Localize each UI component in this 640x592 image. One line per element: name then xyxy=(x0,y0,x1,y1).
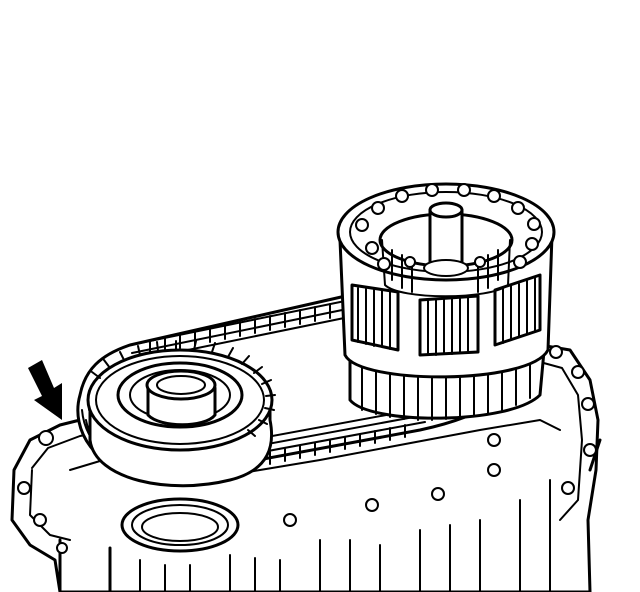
drum-windows xyxy=(350,273,542,357)
sprocket-teeth xyxy=(91,340,276,437)
arrow-indicator xyxy=(28,360,62,420)
drum-splines-lower xyxy=(361,352,531,421)
front-output-bore xyxy=(120,497,240,553)
front-output-sprocket xyxy=(86,340,276,488)
flange-bolt-holes xyxy=(17,345,597,554)
drum-face-holes xyxy=(355,183,541,271)
mainshaft-drive-sprocket xyxy=(336,182,556,421)
